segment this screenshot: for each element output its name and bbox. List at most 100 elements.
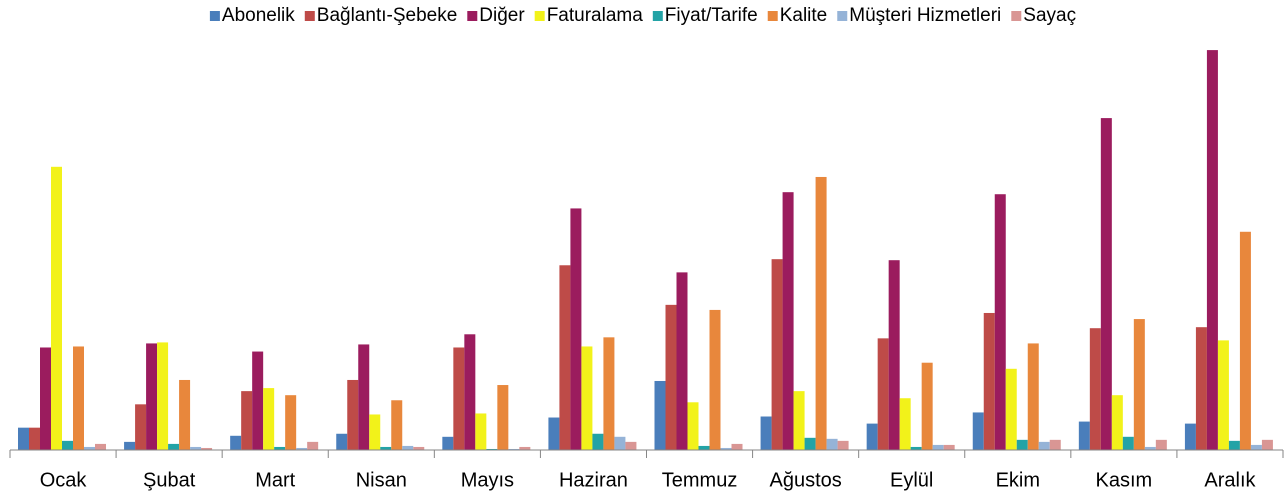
bar bbox=[983, 312, 995, 450]
bar bbox=[665, 304, 677, 450]
bar bbox=[18, 427, 29, 450]
bar bbox=[687, 402, 699, 450]
bar bbox=[1027, 343, 1039, 450]
bar bbox=[230, 435, 242, 450]
bar bbox=[1250, 444, 1262, 450]
bar bbox=[307, 441, 319, 450]
bar bbox=[559, 265, 571, 450]
bar bbox=[62, 440, 73, 450]
legend-label: Müşteri Hizmetleri bbox=[849, 5, 1001, 26]
bar bbox=[581, 346, 593, 450]
bar bbox=[1016, 439, 1028, 450]
bar bbox=[124, 441, 136, 450]
bar bbox=[614, 436, 626, 450]
x-tick-label: Nisan bbox=[356, 469, 407, 491]
bar bbox=[698, 445, 710, 450]
legend-swatch bbox=[1011, 11, 1022, 21]
bar bbox=[972, 412, 984, 450]
x-tick-label: Ekim bbox=[996, 469, 1040, 491]
bar bbox=[347, 379, 359, 450]
legend-label: Kalite bbox=[780, 5, 828, 26]
bar bbox=[866, 423, 878, 450]
x-tick-label: Ocak bbox=[40, 469, 88, 491]
bar bbox=[190, 446, 202, 450]
bar bbox=[877, 338, 889, 450]
bar bbox=[1144, 446, 1156, 450]
bar bbox=[95, 443, 106, 450]
bar bbox=[146, 343, 158, 450]
bar bbox=[135, 404, 147, 450]
x-tick-label: Kasım bbox=[1096, 469, 1153, 491]
bar bbox=[1049, 439, 1061, 450]
bar bbox=[358, 344, 370, 450]
bar bbox=[336, 433, 348, 450]
bar bbox=[932, 444, 944, 450]
bar bbox=[475, 413, 487, 450]
bar bbox=[771, 259, 783, 450]
bar bbox=[1184, 423, 1196, 450]
bar bbox=[793, 391, 805, 450]
bar bbox=[29, 427, 40, 450]
bar bbox=[84, 446, 95, 450]
legend-label: Bağlantı-Şebeke bbox=[317, 5, 458, 26]
bar bbox=[709, 309, 721, 450]
bar bbox=[157, 342, 169, 450]
bar bbox=[497, 385, 509, 450]
legend-label: Sayaç bbox=[1023, 5, 1076, 26]
bar bbox=[40, 347, 51, 450]
bar bbox=[1261, 439, 1273, 450]
x-tick-label: Mayıs bbox=[461, 469, 514, 491]
bar bbox=[486, 448, 498, 450]
x-tick-label: Şubat bbox=[143, 469, 196, 491]
bar bbox=[380, 446, 392, 450]
bar bbox=[570, 208, 582, 450]
legend-swatch bbox=[304, 11, 315, 21]
bar bbox=[837, 440, 849, 450]
legend-swatch bbox=[209, 11, 220, 21]
bar bbox=[782, 192, 794, 450]
bar bbox=[625, 441, 637, 450]
legend-label: Fiyat/Tarife bbox=[665, 5, 758, 26]
bar bbox=[603, 337, 615, 450]
bar bbox=[720, 447, 732, 450]
bar bbox=[815, 176, 827, 450]
bar bbox=[73, 346, 84, 450]
bar bbox=[402, 445, 414, 450]
legend-swatch bbox=[767, 11, 778, 21]
bar bbox=[994, 194, 1006, 450]
x-tick-label: Ağustos bbox=[769, 469, 841, 491]
bar bbox=[548, 417, 560, 450]
bar bbox=[804, 437, 816, 450]
bar bbox=[413, 446, 425, 450]
bar bbox=[1038, 441, 1050, 450]
bar bbox=[910, 446, 922, 450]
bar bbox=[252, 351, 264, 450]
bar bbox=[1005, 368, 1017, 450]
bar bbox=[592, 433, 604, 450]
bar bbox=[464, 334, 476, 450]
bar bbox=[1217, 340, 1229, 450]
legend-swatch bbox=[534, 11, 545, 21]
bar bbox=[369, 414, 381, 450]
legend-label: Abonelik bbox=[222, 5, 295, 26]
legend-swatch bbox=[467, 11, 478, 21]
bar bbox=[1133, 319, 1145, 450]
bar bbox=[1089, 328, 1101, 450]
x-tick-label: Temmuz bbox=[662, 469, 738, 491]
bar bbox=[241, 391, 253, 450]
bar bbox=[391, 400, 403, 450]
legend-swatch bbox=[837, 11, 848, 21]
x-tick-label: Mart bbox=[255, 469, 295, 491]
bar bbox=[654, 380, 666, 450]
x-tick-label: Aralık bbox=[1204, 469, 1256, 491]
x-tick-label: Haziran bbox=[559, 469, 628, 491]
legend-swatch bbox=[652, 11, 663, 21]
bar bbox=[179, 379, 191, 450]
legend-label: Diğer bbox=[479, 5, 525, 26]
bar bbox=[888, 260, 900, 450]
bar bbox=[51, 166, 62, 450]
bar bbox=[274, 446, 286, 450]
bar bbox=[921, 362, 933, 450]
x-tick-label: Eylül bbox=[890, 469, 933, 491]
bar bbox=[1206, 50, 1218, 451]
